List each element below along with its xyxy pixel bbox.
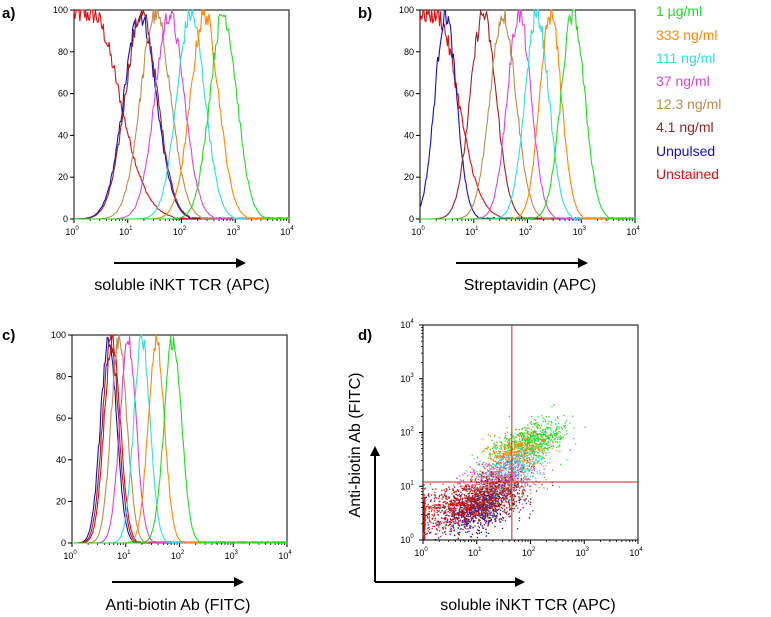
panel-d-ytick-label: 102: [400, 427, 414, 438]
panel-a-series-111-ng-ml: [74, 9, 290, 220]
legend-item-4-1ng: 4.1 ng/ml: [656, 119, 714, 135]
panel-b-arrowhead: [578, 258, 588, 268]
panel-d-xtick-label: 102: [522, 547, 536, 558]
panel-c-ytick-label: 0: [61, 538, 66, 548]
panel-c-xtick-label: 101: [117, 550, 131, 561]
panel-a-label: a): [2, 5, 15, 22]
panel-d-ylabel: Anti-biotin Ab (FITC): [347, 373, 364, 518]
panel-b-ytick-label: 80: [404, 47, 414, 57]
panel-b-ytick-label: 40: [404, 130, 414, 140]
panel-a-histogram: 0 20 40 60 80 100 100 101 102 103 104: [53, 5, 294, 237]
panel-d-yarrowhead: [370, 446, 380, 456]
panel-b-series-12-3-ng-ml: [420, 9, 636, 220]
panel-c-ytick-label: 80: [56, 372, 66, 382]
panel-c-label: c): [2, 327, 15, 344]
panel-d-xtick-label: 103: [576, 547, 590, 558]
panel-d-label: d): [358, 327, 372, 344]
panel-c-xtick-label: 103: [225, 550, 239, 561]
panel-d-xarrowhead: [515, 577, 525, 587]
panel-a-ytick-label: 0: [63, 214, 68, 224]
panel-c-series-1-g-ml: [72, 335, 288, 544]
panel-b-xtick-label: 100: [411, 226, 425, 237]
panel-b-xtick-label: 101: [465, 226, 479, 237]
panel-d-points-unstained: [423, 467, 543, 541]
legend-item-unstained: Unstained: [656, 166, 719, 182]
panel-d-points-1-g-ml: [478, 404, 586, 473]
panel-a-series-4-1-ng-ml: [74, 9, 290, 220]
panel-b-xlabel: Streptavidin (APC): [464, 277, 597, 294]
panel-b-ytick-label: 20: [404, 172, 414, 182]
panel-a-xtick-label: 104: [280, 226, 294, 237]
panel-d-xtick-label: 100: [414, 547, 428, 558]
panel-d-cluster-37-ng-ml: [456, 449, 571, 508]
panel-c-ytick-label: 60: [56, 413, 66, 423]
panel-d-cluster-333-ng-ml: [471, 421, 558, 484]
panel-d-xtick-label: 101: [468, 547, 482, 558]
panel-b-label: b): [358, 5, 372, 22]
panel-a-series-12-3-ng-ml: [74, 9, 290, 220]
panel-a-xlabel: soluble iNKT TCR (APC): [94, 277, 269, 294]
panel-c-ytick-label: 20: [56, 496, 66, 506]
panel-d-cluster-4-1-ng-ml: [426, 461, 554, 538]
legend: 1 µg/ml 333 ng/ml 111 ng/ml 37 ng/ml 12.…: [656, 3, 721, 182]
panel-d-xtick-label: 104: [629, 547, 643, 558]
panel-d-points-37-ng-ml: [456, 449, 571, 508]
panel-a-xtick-label: 102: [173, 226, 187, 237]
panel-a-arrowhead: [236, 258, 246, 268]
panel-a-xtick-label: 101: [119, 226, 133, 237]
panel-a-series-1-g-ml: [74, 13, 290, 220]
panel-b-xtick-label: 102: [519, 226, 533, 237]
panel-d-points-333-ng-ml: [471, 421, 558, 484]
panel-a-xtick-label: 103: [227, 226, 241, 237]
panel-c-xtick-label: 102: [171, 550, 185, 561]
legend-item-333ng: 333 ng/ml: [656, 27, 717, 43]
legend-item-unpulsed: Unpulsed: [656, 143, 715, 159]
legend-item-1ug: 1 µg/ml: [656, 3, 702, 19]
axis-arrows: [112, 258, 588, 587]
panel-c-xtick-label: 104: [278, 550, 292, 561]
panel-c-histogram: 0 20 40 60 80 100 100 101 102 103 104: [51, 330, 292, 561]
panel-a-series-333-ng-ml: [74, 9, 289, 220]
legend-item-37ng: 37 ng/ml: [656, 73, 710, 89]
panel-c-series-unpulsed: [72, 336, 288, 544]
panel-b-ytick-label: 100: [399, 5, 414, 15]
panel-b-xtick-label: 103: [573, 226, 587, 237]
panel-b-ytick-label: 0: [409, 214, 414, 224]
panel-a-series-unstained: [73, 9, 290, 220]
panel-c-xlabel: Anti-biotin Ab (FITC): [106, 597, 251, 614]
legend-item-12-3ng: 12.3 ng/ml: [656, 96, 721, 112]
panel-d-cluster-1-g-ml: [478, 404, 586, 473]
panel-d-ytick-label: 104: [400, 319, 414, 330]
panel-d-xlabel: soluble iNKT TCR (APC): [440, 597, 615, 614]
panel-b-series-1-g-ml: [420, 9, 636, 220]
panel-a-series-unpulsed: [73, 14, 290, 220]
legend-item-111ng: 111 ng/ml: [656, 50, 715, 66]
panel-c-arrowhead: [234, 577, 244, 587]
panel-d-points-4-1-ng-ml: [426, 461, 554, 538]
panel-d-ytick-label: 103: [400, 373, 414, 384]
panel-a-series-37-ng-ml: [74, 9, 290, 220]
panel-b-histogram: 0 20 40 60 80 100 100 101 102 103 104: [399, 5, 640, 237]
panel-c-xtick-label: 100: [63, 550, 77, 561]
panel-a-ytick-label: 40: [58, 130, 68, 140]
panel-a-ytick-label: 100: [53, 5, 68, 15]
panel-a-ytick-label: 80: [58, 47, 68, 57]
panel-a-ytick-label: 20: [58, 172, 68, 182]
panel-d-scatter: 100 101 102 103 104 100 101 102 103 104: [400, 319, 643, 558]
panel-d-ytick-label: 101: [400, 480, 414, 491]
panel-a-ytick-label: 60: [58, 89, 68, 99]
panel-c-ytick-label: 100: [51, 330, 66, 340]
panel-d-ytick-label: 100: [400, 534, 414, 545]
panel-b-ytick-label: 60: [404, 89, 414, 99]
panel-c-ytick-label: 40: [56, 455, 66, 465]
panel-a-xtick-label: 100: [65, 226, 79, 237]
panel-b-xtick-label: 104: [626, 226, 640, 237]
panel-d-cluster-unstained: [423, 467, 543, 541]
panel-a-frame: [73, 9, 290, 220]
